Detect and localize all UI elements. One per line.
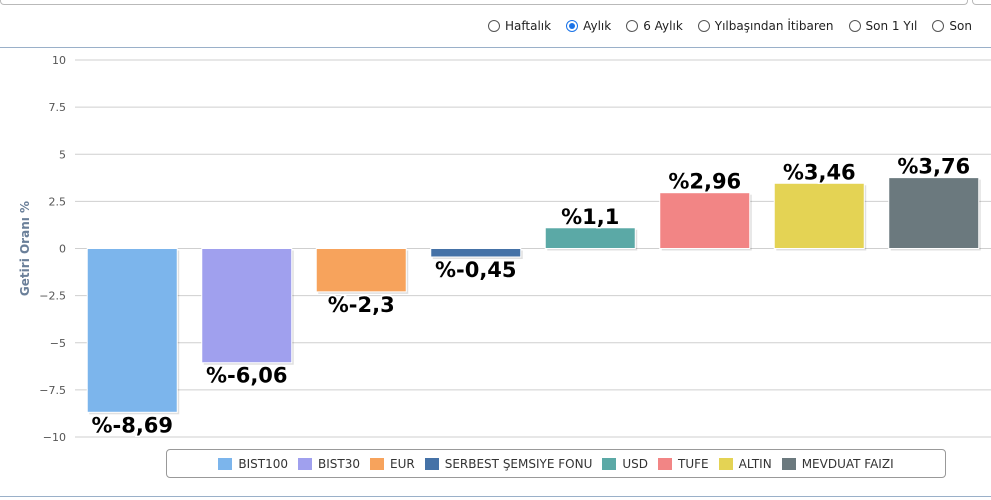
legend-item[interactable]: TUFE xyxy=(658,457,709,471)
search-button[interactable] xyxy=(972,0,991,5)
legend-item[interactable]: ALTIN xyxy=(718,456,772,471)
period-label: 6 Aylık xyxy=(643,19,683,33)
legend-label: USD xyxy=(622,456,648,471)
legend-item[interactable]: BIST30 xyxy=(298,457,360,471)
legend-label: MEVDUAT FAIZI xyxy=(801,456,894,471)
period-option-aylik[interactable]: Aylık xyxy=(566,19,611,33)
data-label: %-8,69 xyxy=(91,413,173,437)
legend-label: BIST30 xyxy=(318,456,360,471)
legend-swatch xyxy=(718,457,733,470)
data-label: %2,96 xyxy=(668,170,741,194)
period-option-son-1-yil[interactable]: Son 1 Yıl xyxy=(848,19,918,33)
period-label: Son 1 Yıl xyxy=(865,19,918,33)
legend-label: TUFE xyxy=(678,456,709,471)
period-label: Son xyxy=(949,19,972,33)
period-option-ytd[interactable]: Yılbaşından İtibaren xyxy=(697,19,834,33)
y-tick-label: 5 xyxy=(59,148,66,161)
period-option-son[interactable]: Son xyxy=(932,19,972,33)
radio-son-1-yil[interactable] xyxy=(848,20,861,32)
period-selector: Haftalık Aylık 6 Aylık Yılbaşından İtiba… xyxy=(488,19,987,33)
period-option-haftalik[interactable]: Haftalık xyxy=(488,19,551,33)
period-option-6-aylik[interactable]: 6 Aylık xyxy=(626,19,683,33)
radio-haftalik[interactable] xyxy=(488,20,500,32)
bar-tufe xyxy=(659,192,751,249)
bar-altin xyxy=(773,182,865,250)
legend-swatch xyxy=(370,457,384,470)
legend-swatch xyxy=(658,457,672,470)
data-label: %3,76 xyxy=(897,155,970,179)
y-axis-label: Getiri Oranı % xyxy=(18,201,32,296)
bar-mevduat-faizi xyxy=(888,177,980,249)
bar-bist30 xyxy=(201,248,293,364)
y-tick-label: 7.5 xyxy=(49,101,67,114)
radio-6-aylik[interactable] xyxy=(626,20,639,32)
period-label: Yılbaşından İtibaren xyxy=(714,19,834,33)
legend-item[interactable]: BIST100 xyxy=(218,457,288,471)
data-label: %1,1 xyxy=(561,205,619,229)
y-tick-label: 0 xyxy=(59,243,66,256)
y-tick-label: −5 xyxy=(50,337,66,350)
data-label: %3,46 xyxy=(783,160,856,184)
bar-eur xyxy=(315,248,407,293)
data-label: %-6,06 xyxy=(206,364,288,388)
legend-swatch xyxy=(218,457,233,470)
legend-label: EUR xyxy=(390,456,415,471)
legend-swatch xyxy=(424,457,439,470)
legend-swatch xyxy=(781,457,796,470)
divider xyxy=(0,47,991,48)
y-tick-label: 2.5 xyxy=(49,195,67,208)
legend-item[interactable]: EUR xyxy=(370,457,415,471)
legend-item[interactable]: MEVDUAT FAIZI xyxy=(781,456,894,471)
bar-usd xyxy=(544,227,636,249)
bar-chart: 10 7.5 5 2.5 0 −2.5 −5 −7.5 −10 Getiri Oranı % %-8… xyxy=(18,54,991,444)
y-tick-label: −10 xyxy=(43,431,66,444)
period-label: Aylık xyxy=(583,19,612,33)
y-tick-label: −2.5 xyxy=(39,290,66,303)
legend-swatch xyxy=(298,457,312,470)
bar-bist100 xyxy=(86,248,178,413)
divider-bottom xyxy=(0,496,991,497)
bar-serbest-emsiye-fonu xyxy=(430,248,522,258)
legend-label: SERBEST ŞEMSIYE FONU xyxy=(444,456,593,471)
y-tick-label: −7.5 xyxy=(39,384,66,397)
legend-item[interactable]: SERBEST ŞEMSIYE FONU xyxy=(424,456,593,471)
legend-label: ALTIN xyxy=(738,456,772,471)
radio-aylik[interactable] xyxy=(566,20,579,32)
radio-ytd[interactable] xyxy=(697,20,710,32)
radio-son[interactable] xyxy=(932,20,945,32)
period-label: Haftalık xyxy=(505,19,552,33)
y-tick-label: 10 xyxy=(52,54,66,67)
legend-swatch xyxy=(602,457,617,470)
legend-item[interactable]: USD xyxy=(602,457,648,471)
data-label: %-2,3 xyxy=(328,293,395,317)
chart-legend: BIST100 BIST30 EUR SERBEST ŞEMSIYE FONU USD T… xyxy=(166,449,946,478)
search-field[interactable] xyxy=(0,0,968,5)
legend-label: BIST100 xyxy=(238,456,288,471)
data-label: %-0,45 xyxy=(435,258,517,282)
